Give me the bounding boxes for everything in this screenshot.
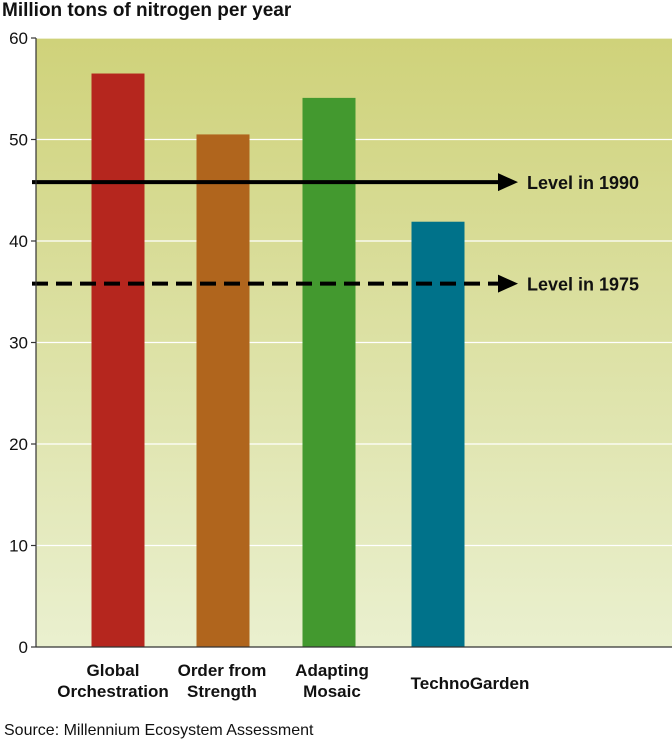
category-labels: Global Orchestration Order from Strength Ada… [57, 661, 529, 701]
category-label-0: Global Orchestration [57, 661, 168, 701]
ref-label-0: Level in 1990 [527, 173, 639, 193]
category-label-1-line-0: Order from [178, 661, 267, 680]
category-label-3-line-0: TechnoGarden [411, 674, 530, 693]
source-note: Source: Millennium Ecosystem Assessment [4, 722, 314, 739]
y-tick-label-10: 10 [9, 537, 28, 556]
ref-arrow-1 [498, 274, 518, 293]
y-tick-label-60: 60 [9, 29, 28, 48]
bar-2 [302, 97, 356, 647]
category-label-2-line-0: Adapting [295, 661, 369, 680]
y-tick-label-50: 50 [9, 131, 28, 150]
category-label-1-line-1: Strength [187, 682, 257, 701]
category-label-2-line-1: Mosaic [303, 682, 361, 701]
category-label-2: Adapting Mosaic [295, 661, 369, 701]
ref-arrow-0 [498, 173, 518, 192]
y-tick-label-0: 0 [19, 638, 28, 657]
y-tick-labels: 0 10 20 30 40 50 60 [9, 29, 36, 657]
y-tick-label-30: 30 [9, 334, 28, 353]
category-label-3: TechnoGarden [411, 674, 530, 693]
bar-1 [196, 134, 250, 648]
category-label-1: Order from Strength [178, 661, 267, 701]
ref-label-1: Level in 1975 [527, 275, 639, 295]
bars [91, 73, 465, 648]
y-tick-label-20: 20 [9, 435, 28, 454]
reference-lines: Level in 1990 Level in 1975 [32, 173, 639, 295]
bar-0 [91, 73, 145, 647]
y-tick-label-40: 40 [9, 232, 28, 251]
category-label-0-line-0: Global [87, 661, 140, 680]
bar-3 [411, 221, 465, 647]
y-axis-title: Million tons of nitrogen per year [2, 0, 292, 21]
category-label-0-line-1: Orchestration [57, 682, 168, 701]
